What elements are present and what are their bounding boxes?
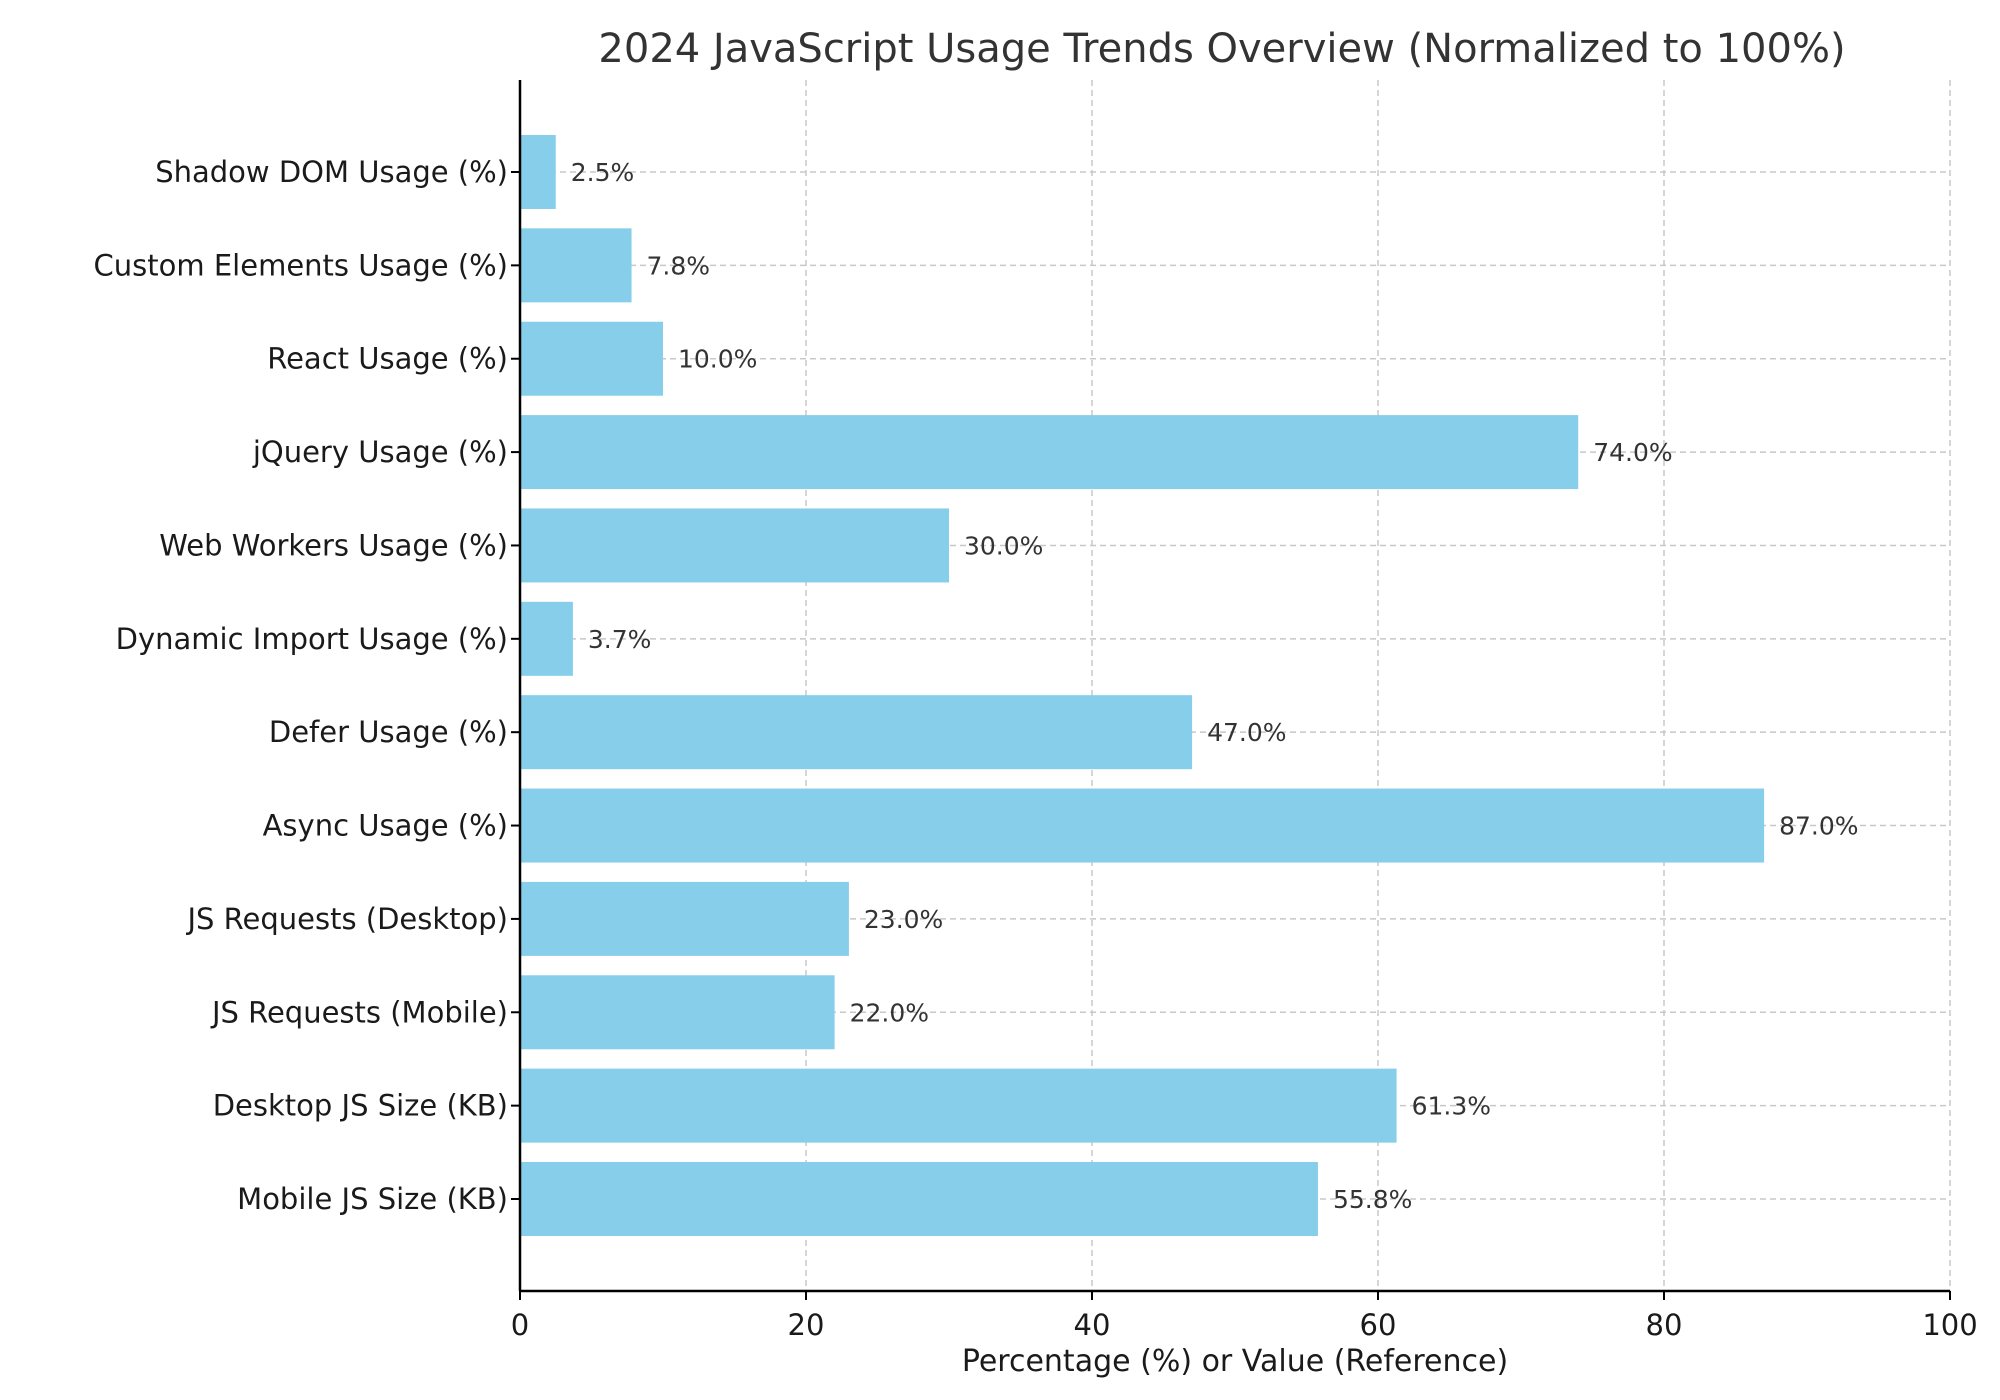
category-label: Shadow DOM Usage (%)	[155, 155, 508, 189]
category-label: Web Workers Usage (%)	[159, 528, 508, 562]
category-label: Custom Elements Usage (%)	[94, 248, 508, 282]
bars	[520, 135, 1765, 1236]
bar-value-label: 23.0%	[864, 905, 943, 934]
bar	[520, 415, 1579, 490]
x-tick-label: 40	[1074, 1308, 1111, 1342]
bar-value-label: 2.5%	[571, 158, 635, 187]
bar-value-label: 3.7%	[588, 625, 652, 654]
category-label: jQuery Usage (%)	[252, 435, 508, 469]
x-tick-label: 100	[1922, 1308, 1977, 1342]
bar	[520, 975, 835, 1050]
bar	[520, 601, 573, 676]
bar-value-label: 7.8%	[647, 251, 711, 280]
category-labels: Mobile JS Size (KB) Desktop JS Size (KB) J…	[94, 155, 520, 1216]
bar	[520, 1162, 1318, 1236]
bar	[520, 321, 663, 396]
x-axis-ticks: 0 20 40 60 80 100	[511, 1291, 1978, 1342]
bar	[520, 788, 1765, 863]
x-tick-label: 0	[511, 1308, 529, 1342]
bar-value-label: 30.0%	[964, 531, 1043, 560]
grid-lines	[520, 80, 1951, 1291]
bar-value-label: 55.8%	[1333, 1185, 1412, 1214]
category-label: Async Usage (%)	[263, 809, 508, 843]
x-tick-label: 60	[1360, 1308, 1397, 1342]
chart-title: 2024 JavaScript Usage Trends Overview (N…	[598, 26, 1845, 72]
x-axis-title: Percentage (%) or Value (Reference)	[962, 1344, 1508, 1379]
bar-value-label: 22.0%	[850, 998, 929, 1027]
value-labels: 55.8% 61.3% 22.0% 23.0% 87.0% 47.0% 3.7% 30.0% 7…	[571, 158, 1859, 1214]
bar	[520, 695, 1193, 770]
x-tick-label: 20	[788, 1308, 825, 1342]
bar-value-label: 74.0%	[1593, 438, 1672, 467]
bar	[520, 1068, 1397, 1143]
bar	[520, 881, 849, 956]
bar-value-label: 61.3%	[1412, 1092, 1491, 1121]
bar	[520, 228, 632, 303]
bar-value-label: 10.0%	[678, 345, 757, 374]
x-tick-label: 80	[1646, 1308, 1683, 1342]
category-label: Dynamic Import Usage (%)	[116, 622, 508, 656]
category-label: Defer Usage (%)	[269, 715, 508, 749]
category-label: JS Requests (Mobile)	[210, 995, 508, 1029]
bar	[520, 135, 556, 209]
category-label: JS Requests (Desktop)	[185, 902, 508, 936]
bar-value-label: 87.0%	[1779, 812, 1858, 841]
category-label: Mobile JS Size (KB)	[237, 1182, 508, 1216]
category-label: React Usage (%)	[267, 342, 508, 376]
bar-value-label: 47.0%	[1207, 718, 1286, 747]
bar	[520, 508, 949, 583]
category-label: Desktop JS Size (KB)	[213, 1089, 508, 1123]
